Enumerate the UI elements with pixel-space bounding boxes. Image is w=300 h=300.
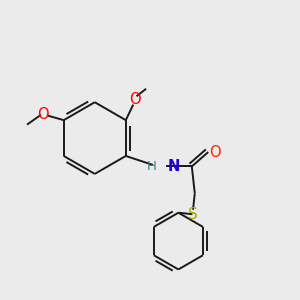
Text: O: O — [38, 107, 49, 122]
Text: N: N — [167, 159, 180, 174]
Text: H: H — [147, 160, 157, 173]
Text: O: O — [129, 92, 141, 107]
Text: S: S — [188, 207, 197, 222]
Text: O: O — [209, 145, 221, 160]
